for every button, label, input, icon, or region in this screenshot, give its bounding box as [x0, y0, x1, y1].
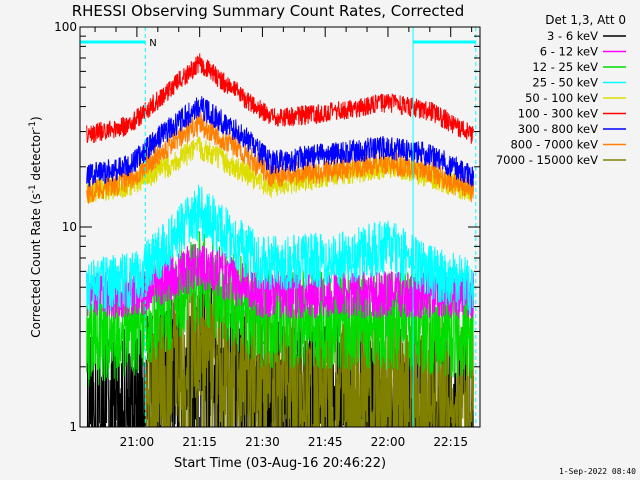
axes: 1 10 100 21:00 21:15 21:30 21:45 22:00 22:15: [54, 20, 480, 449]
chart-title: RHESSI Observing Summary Count Rates, Co…: [72, 2, 465, 20]
series-line-7: [86, 111, 475, 205]
y-label-main: Corrected Count Rate (s: [29, 193, 43, 337]
legend-label-7: 800 - 7000 keV: [510, 138, 598, 152]
y-label-mid: detector: [29, 130, 43, 185]
y-label-sup2: -1: [28, 121, 38, 130]
legend-label-5: 100 - 300 keV: [518, 107, 598, 121]
series-line-2: [86, 231, 475, 387]
y-tick-label-0: 1: [69, 420, 77, 434]
x-axis-label: Start Time (03-Aug-16 20:46:22): [174, 456, 386, 471]
x-tick-label-2: 21:30: [245, 435, 280, 449]
legend-label-4: 50 - 100 keV: [525, 91, 598, 105]
legend-label-8: 7000 - 15000 keV: [496, 153, 598, 167]
x-tick-label-3: 21:45: [308, 435, 343, 449]
legend-label-6: 300 - 800 keV: [518, 122, 598, 136]
series-line-6: [86, 96, 475, 187]
legend-header: Det 1,3, Att 0: [545, 13, 626, 27]
legend-label-1: 6 - 12 keV: [540, 45, 598, 59]
y-label-end: ): [29, 116, 43, 121]
y-axis-label: Corrected Count Rate (s-1 detector-1): [28, 116, 43, 337]
series-line-5: [86, 53, 475, 144]
y-tick-label-1: 10: [62, 220, 77, 234]
legend-label-2: 12 - 25 keV: [532, 60, 598, 74]
series-line-1: [86, 244, 475, 320]
night-annotation: N: [149, 38, 156, 49]
series-line-3: [86, 184, 475, 315]
y-label-sup1: -1: [28, 184, 38, 193]
legend-label-3: 25 - 50 keV: [532, 76, 598, 90]
timestamp: 1-Sep-2022 08:40: [559, 467, 636, 476]
x-tick-label-0: 21:00: [120, 435, 155, 449]
x-tick-label-4: 22:00: [371, 435, 406, 449]
plot-area: N: [80, 27, 477, 427]
x-tick-label-1: 21:15: [182, 435, 217, 449]
legend-label-0: 3 - 6 keV: [547, 29, 598, 43]
x-tick-label-5: 22:15: [433, 435, 468, 449]
y-tick-label-2: 100: [54, 20, 77, 34]
